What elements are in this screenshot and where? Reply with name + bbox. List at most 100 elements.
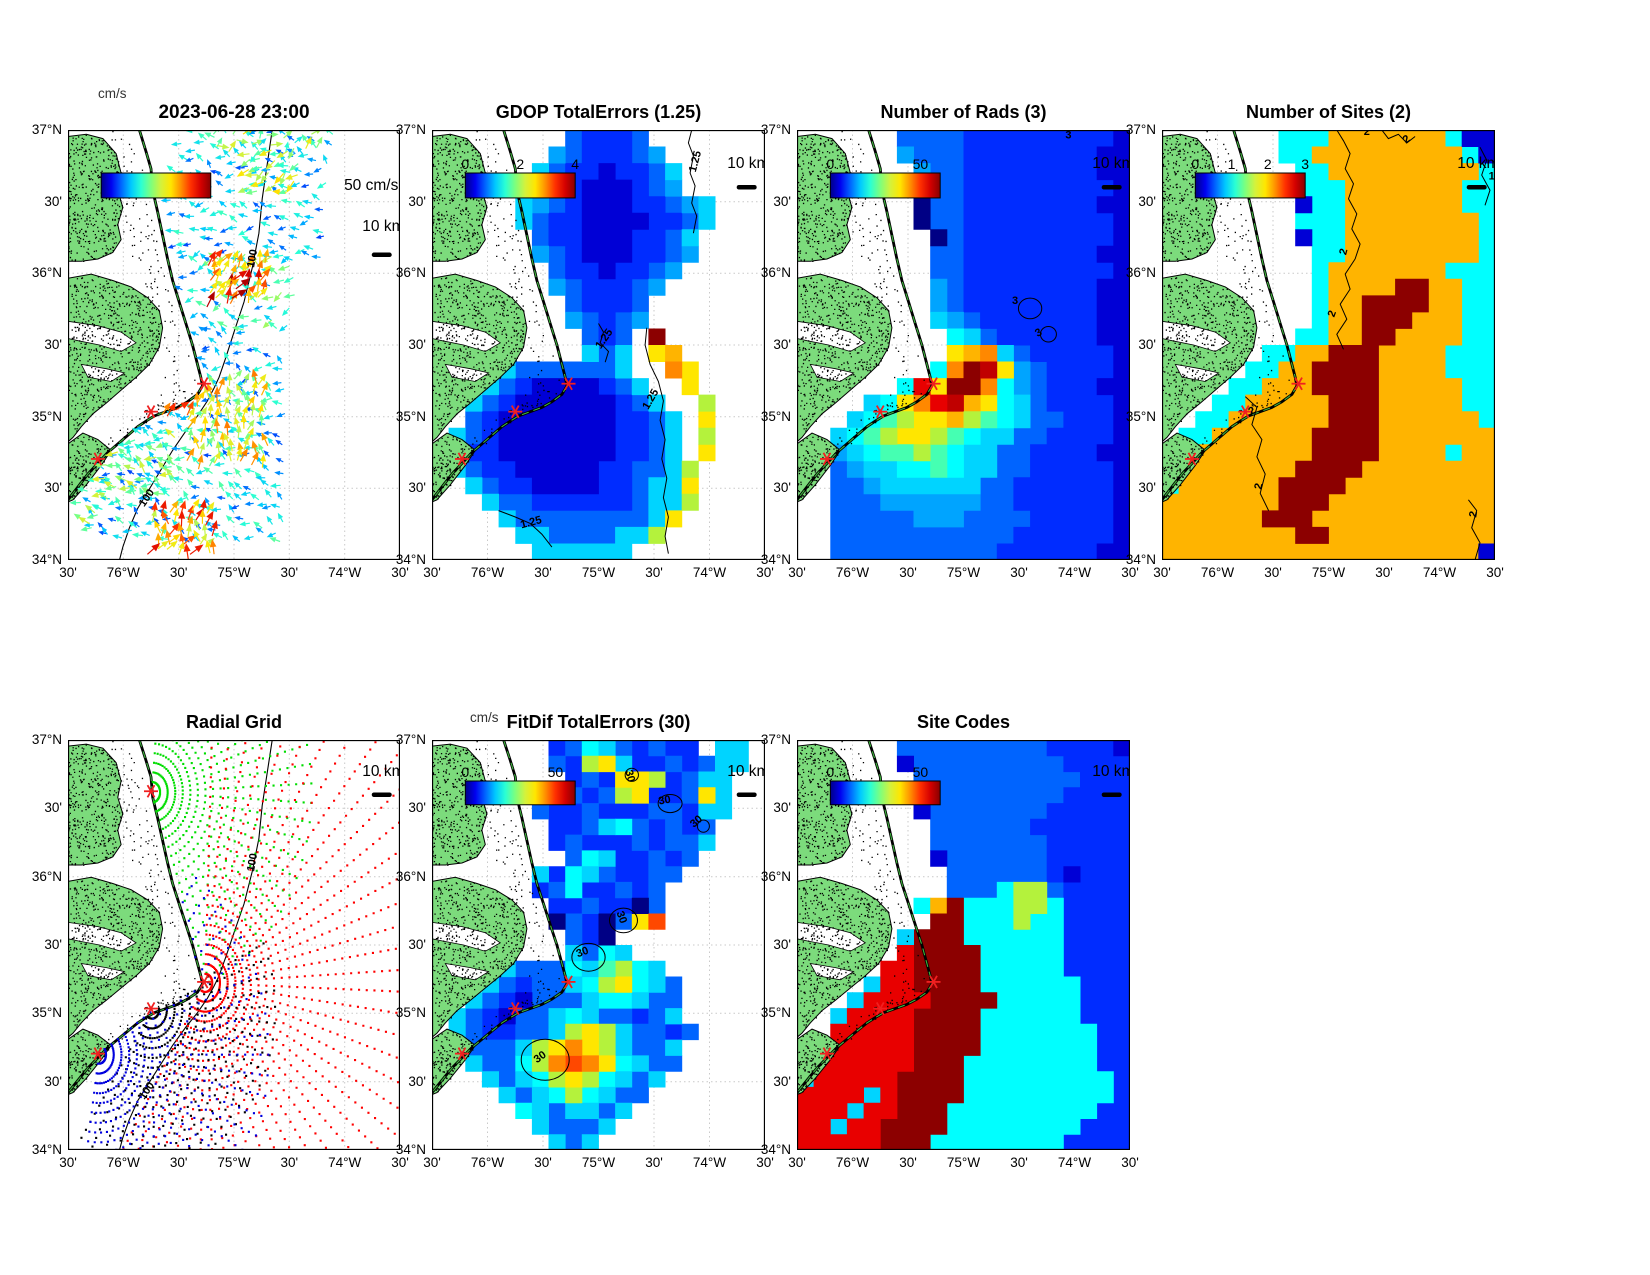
colorbar [1194,172,1306,199]
site-marker-site-south [454,1047,469,1061]
axes-frame [68,740,400,1150]
y-tick-label: 34°N [31,1142,62,1157]
x-tick-label: 30' [534,565,552,580]
y-tick-label: 36°N [31,265,62,281]
colorbar-tick: 0 [826,156,834,172]
panel-site-codes: 0 50 10 km [797,740,1130,1150]
heat-grid [946,361,998,412]
x-tick-label: 30' [1010,1155,1028,1170]
x-tick-label: 30' [1486,565,1504,580]
contour-label: 1.25 [519,514,543,531]
barrier-island-strip [797,740,933,1093]
contour-label: 30 [575,945,591,960]
contour-line [1381,130,1416,144]
axes-frame [797,130,1130,560]
y-tick-label: 30' [44,1073,62,1089]
heat-grid [946,345,981,429]
x-tick-label: 75°W [581,1155,616,1170]
colorbar-tick: 3 [1301,156,1309,172]
colorbar [829,172,941,199]
y-tick-label: 30' [773,937,791,952]
heat-grid [448,163,716,560]
x-tick-label: 30' [756,1155,774,1170]
heat-grid [648,328,666,346]
speed-legend: 50 cm/s [344,177,399,194]
site-marker-site-south [454,452,469,466]
scale-bar [1466,185,1487,190]
x-tick-label: 76°W [106,565,140,580]
scale-label: 10 km [727,155,765,172]
y-tick-label: 35°N [1125,408,1156,424]
site-marker-site-mid [873,405,888,419]
y-tick-label: 30' [408,337,426,352]
x-tick-label: 75°W [217,1155,251,1170]
panel-num-sites: 2 2 2 2 2 2 2 1 0 1 2 3 10 km [1162,130,1495,560]
y-tick-label: 34°N [395,552,426,567]
contour-label: 100 [245,248,260,268]
x-tick-label: 30' [59,1155,77,1170]
y-tick-label: 34°N [31,552,62,567]
colorbar [100,172,212,199]
axes-frame [1162,130,1495,560]
y-tick-label: 37°N [395,122,426,137]
site-marker-site-south [819,452,834,466]
contour-label: 30 [658,794,672,808]
scale-bar [371,792,392,797]
contour-loop [571,942,606,972]
colorbar-tick: 50 [548,764,564,780]
contour-label: 30 [532,1049,549,1066]
site-marker-site-mid [508,1002,523,1016]
heat-grid [465,740,716,1150]
colorbar [464,172,576,199]
radial-fan [85,877,270,1150]
y-tick-label: 36°N [395,868,426,884]
scale-label: 10 km [727,763,765,780]
site-marker-site-south [819,1047,834,1061]
y-tick-label: 30' [408,937,426,952]
panel-fitdif: 30 30 30 30 30 30 0 50 10 km [432,740,765,1150]
contour-label: 2 [1253,482,1266,490]
y-tick-label: 37°N [31,122,62,137]
heat-grid [548,755,716,1088]
contour-label: 2 [1364,130,1370,138]
heat-grid [880,411,981,462]
panel-radial-grid: 100 100 10 km [68,740,400,1150]
x-tick-label: 30' [391,1155,409,1170]
site-marker-site-cape-hatteras [926,377,941,391]
site-marker-site-cape-hatteras [561,377,576,391]
x-tick-label: 30' [280,565,299,580]
y-tick-label: 30' [773,1073,791,1089]
contour-line [498,510,553,548]
site-marker-site-north [144,784,158,798]
heat-grid [1013,881,1048,930]
contour-line [644,327,669,554]
scale-bar [371,252,392,258]
x-tick-label: 30' [1121,565,1139,580]
y-tick-label: 35°N [760,1005,791,1021]
colorbar-tick: 0 [826,764,834,780]
heat-grid [896,740,1081,899]
contour-label: 1.25 [687,150,704,174]
scale-label: 10 km [1457,155,1495,172]
colorbar-tick: 0 [461,156,469,172]
panel-title-gdop: GDOP TotalErrors (1.25) [495,102,702,122]
x-tick-label: 74°W [1057,565,1092,580]
contour-loop [657,794,683,814]
contour-label: 3 [1012,295,1018,307]
heat-grid [846,328,1014,478]
x-tick-label: 75°W [1311,565,1346,580]
panel-title-site-codes: Site Codes [916,712,1011,732]
contour-line [1244,396,1270,511]
x-tick-label: 30' [391,565,409,580]
x-tick-label: 75°W [946,1155,981,1170]
x-tick-label: 74°W [1057,1155,1092,1170]
y-tick-label: 34°N [1125,552,1156,567]
contour-loop [608,907,638,934]
contour-label: 1 [1489,170,1495,182]
y-tick-label: 36°N [1125,265,1156,281]
colorbar-tick: 0 [461,764,469,780]
contour-label: 30 [614,910,629,926]
x-tick-label: 76°W [1200,565,1235,580]
contour-label: 2 [1337,247,1350,256]
